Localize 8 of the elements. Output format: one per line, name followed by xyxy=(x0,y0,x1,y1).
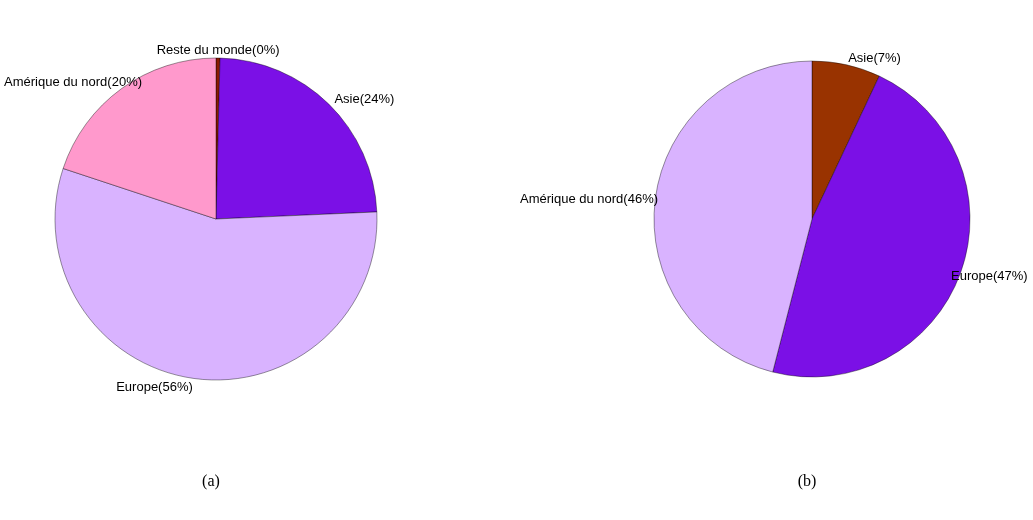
text: (b) xyxy=(796,472,818,490)
slice-label: Amérique du nord(46%) xyxy=(520,190,659,206)
slice-label: Asie(7%) xyxy=(848,49,901,65)
slice-label: Amérique du nord(20%) xyxy=(4,74,143,90)
slice-label: Europe(56%) xyxy=(116,378,193,394)
slice-label: Reste du monde(0%) xyxy=(156,42,280,58)
text: (a) xyxy=(201,472,221,490)
slice-label: Asie(24%) xyxy=(334,90,395,106)
